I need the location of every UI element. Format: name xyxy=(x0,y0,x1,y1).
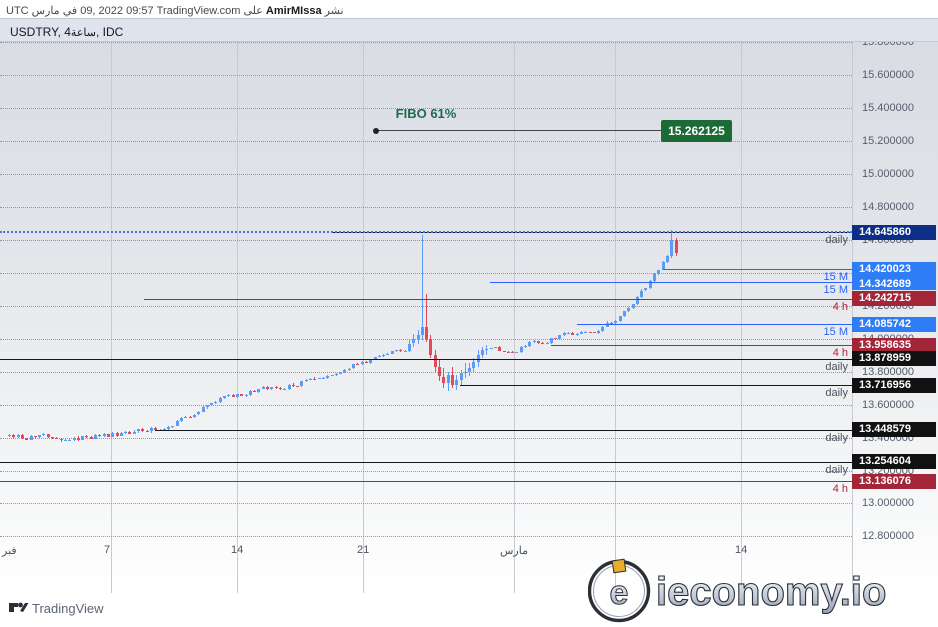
svg-text:ieconomy.io: ieconomy.io xyxy=(656,570,886,614)
svg-text:e: e xyxy=(610,574,629,612)
